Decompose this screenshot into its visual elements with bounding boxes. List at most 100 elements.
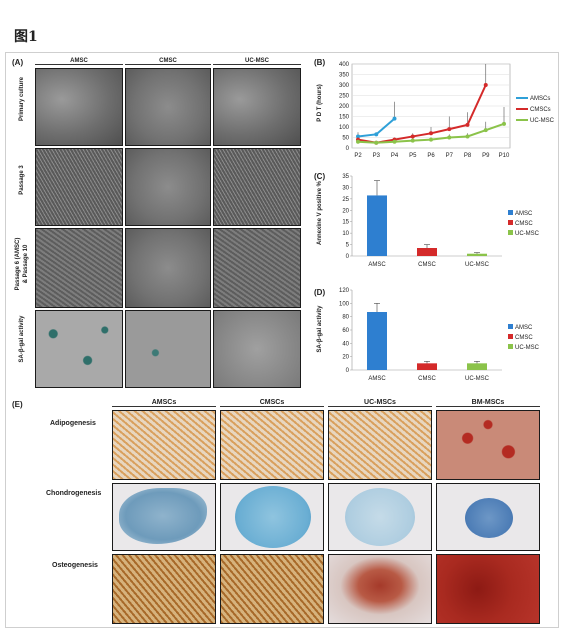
chart-c-ytick: 20: [342, 208, 349, 214]
micrograph-adipo-ucmscs: [328, 410, 432, 480]
micrograph-amsc-p3: [35, 148, 123, 226]
micrograph-amsc-primary: [35, 68, 123, 146]
panel-a-row-passage3: Passage 3: [19, 165, 25, 195]
micrograph-ucmsc-p10: [213, 228, 301, 308]
micrograph-ucmsc-p3: [213, 148, 301, 226]
chart-b-point: [374, 140, 379, 145]
chart-d-xtick: UC-MSC: [465, 376, 490, 382]
chart-b-ylabel: P D T (hours): [317, 84, 323, 122]
chart-c-bar: [467, 253, 487, 256]
annexin-bar-chart: 0 5 10 15 20 25 30 35 AMSC CMSC UC-MSC AMSC CMSC UC-M…: [342, 174, 539, 268]
chart-b-point: [483, 83, 488, 87]
chart-c-ytick: 25: [342, 197, 349, 203]
figure-frame: [5, 52, 559, 628]
chart-c-legend-swatch: [508, 210, 513, 215]
chart-d-legend-swatch: [508, 334, 513, 339]
micrograph-amsc-sagal: [35, 310, 123, 388]
micrograph-chondro-bmmscs: [436, 483, 540, 551]
micrograph-ucmsc-sagal: [213, 310, 301, 388]
micrograph-chondro-amscs: [112, 483, 216, 551]
chart-c-ylabel: Annexine V positive %: [317, 180, 323, 246]
chart-d-legend-label: CMSC: [515, 335, 533, 341]
chart-c-xtick: AMSC: [368, 262, 386, 268]
chart-c-ytick: 15: [342, 220, 349, 226]
chart-b-point: [374, 132, 379, 137]
chart-b-point: [465, 134, 470, 139]
panel-e-col-amscs: AMSCs: [112, 399, 216, 407]
chart-c-legend-label: AMSC: [515, 211, 533, 217]
chart-b-point: [410, 138, 415, 143]
chart-d-xtick: AMSC: [368, 376, 386, 382]
chart-d-ytick: 80: [342, 315, 349, 321]
micrograph-chondro-cmscs: [220, 483, 324, 551]
panel-a-col-cmsc: CMSC: [125, 58, 211, 65]
chart-b-point: [392, 116, 397, 121]
chart-c-ytick: 10: [342, 231, 349, 237]
chart-b-point: [410, 134, 415, 139]
chart-d-ytick: 0: [346, 368, 350, 374]
chart-b-legend-label: UC-MSCs: [530, 118, 554, 124]
chart-c-bar: [417, 248, 437, 256]
figure-title: 图1: [14, 29, 38, 45]
chart-b-xtick: P10: [499, 153, 510, 159]
chart-b-xtick: P4: [391, 153, 399, 159]
chart-d-bar: [367, 312, 387, 370]
chart-b-point: [502, 121, 506, 126]
panel-a-label: (A): [12, 58, 24, 67]
chart-b-point: [392, 139, 397, 144]
micrograph-amsc-p6: [35, 228, 123, 308]
chart-b-xtick: P3: [373, 153, 381, 159]
chart-b-ytick: 350: [339, 73, 350, 79]
chart-d-xtick: CMSC: [418, 376, 436, 382]
panel-a-row-sagal: SA-β-gal activity: [19, 315, 25, 363]
micrograph-ucmsc-primary: [213, 68, 301, 146]
chart-b-ytick: 250: [339, 94, 350, 100]
micrograph-cmsc-p3: [125, 148, 211, 226]
micrograph-adipo-amscs: [112, 410, 216, 480]
chart-b-ytick: 200: [339, 104, 350, 110]
chart-c-ytick: 5: [346, 243, 350, 249]
micrograph-adipo-bmmscs: [436, 410, 540, 480]
chart-b-ytick: 50: [342, 136, 349, 142]
chart-c-legend-swatch: [508, 230, 513, 235]
chart-b-ytick: 400: [339, 62, 350, 68]
chart-b-xtick: P9: [482, 153, 490, 159]
panel-c-label: (C): [314, 172, 326, 181]
chart-b-legend-label: AMSCs: [530, 96, 550, 102]
sagal-bar-chart: 0 20 40 60 80 100 120 AMSC CMSC UC-MSC AMSC CMSC UC-…: [339, 288, 540, 382]
panel-a-col-ucmsc: UC-MSC: [213, 58, 301, 65]
micrograph-cmsc-p10: [125, 228, 211, 308]
chart-c-legend-swatch: [508, 220, 513, 225]
chart-b-ytick: 150: [339, 115, 350, 121]
chart-b-legend-label: CMSCs: [530, 107, 551, 113]
micrograph-cmsc-primary: [125, 68, 211, 146]
micrograph-osteo-ucmscs: [328, 554, 432, 624]
panel-d-label: (D): [314, 288, 326, 297]
micrograph-chondro-ucmscs: [328, 483, 432, 551]
chart-d-legend-swatch: [508, 324, 513, 329]
chart-b-ytick: 0: [346, 146, 350, 152]
micrograph-osteo-cmscs: [220, 554, 324, 624]
micrograph-adipo-cmscs: [220, 410, 324, 480]
panel-e-row-osteo: Osteogenesis: [52, 562, 98, 569]
chart-b-point: [356, 134, 360, 139]
chart-d-ytick: 60: [342, 328, 349, 334]
chart-c-xtick: CMSC: [418, 262, 436, 268]
chart-d-bar: [467, 363, 487, 370]
panel-e-col-ucmscs: UC-MSCs: [328, 399, 432, 407]
chart-c-legend-label: CMSC: [515, 221, 533, 227]
panel-e-label: (E): [12, 400, 23, 409]
chart-d-ytick: 120: [339, 288, 350, 294]
panel-e-col-cmscs: CMSCs: [220, 399, 324, 407]
panel-e-row-chondro: Chondrogenesis: [46, 490, 102, 497]
pdt-line-chart: 0 50 100 150 200 250 300 350 400 P2 P3 P4 P5 P6 P7 P8 P9…: [339, 62, 554, 159]
chart-d-legend-swatch: [508, 344, 513, 349]
chart-c-ytick: 35: [342, 174, 349, 180]
panel-a-row-passage6: Passage 6 (AMSC) & Passage 10: [15, 237, 29, 291]
chart-b-point: [447, 135, 452, 140]
chart-d-ytick: 20: [342, 355, 349, 361]
panel-a-row-primary: Primary culture: [19, 76, 25, 122]
chart-c-ytick: 30: [342, 185, 349, 191]
chart-c-bar: [367, 195, 387, 256]
chart-b-xtick: P2: [354, 153, 362, 159]
